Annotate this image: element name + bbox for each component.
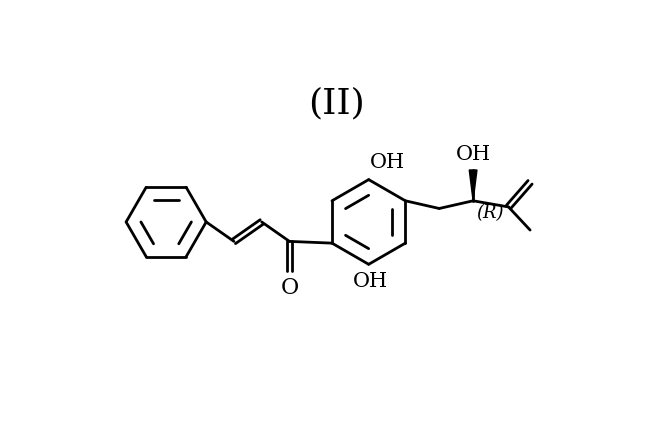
Polygon shape	[469, 170, 477, 201]
Text: OH: OH	[370, 153, 405, 172]
Text: (II): (II)	[308, 86, 365, 120]
Text: OH: OH	[353, 272, 388, 291]
Text: (R): (R)	[476, 204, 504, 222]
Text: O: O	[281, 277, 298, 299]
Text: OH: OH	[455, 145, 491, 164]
